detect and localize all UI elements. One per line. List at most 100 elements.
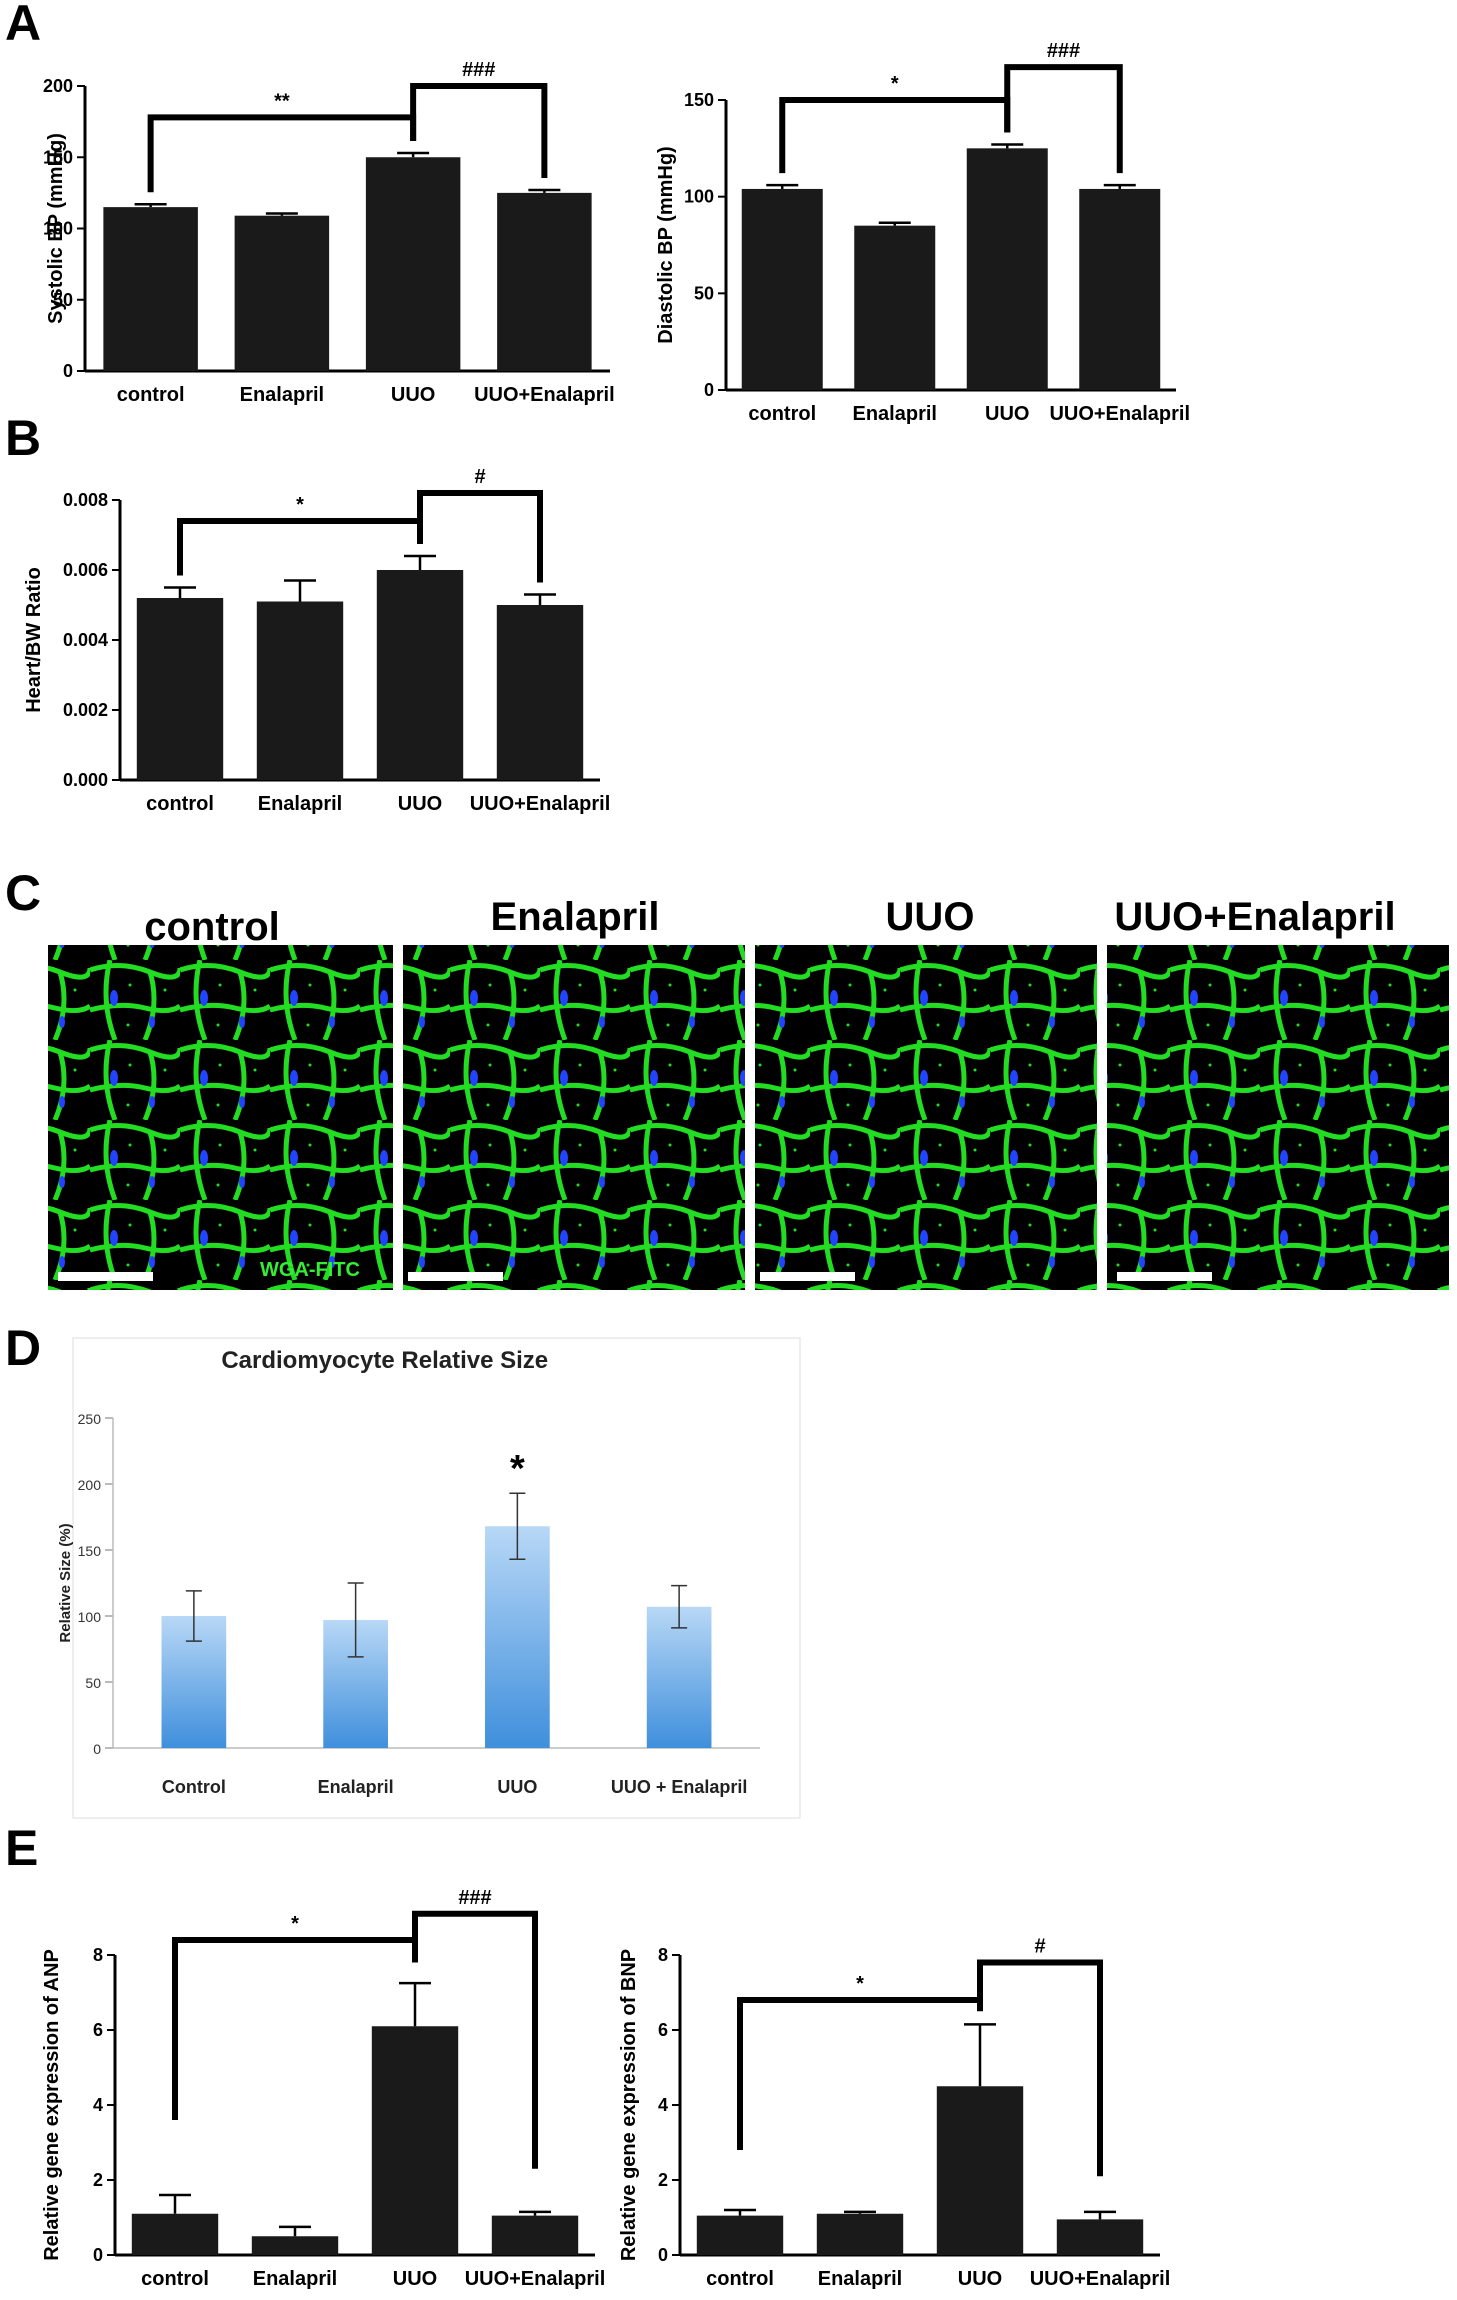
chart-anp-expression: 0 2 4 6 8 Relative gene expression of ANP cont… bbox=[41, 1887, 605, 2290]
category-label: control bbox=[706, 2268, 774, 2290]
category-label: UUO bbox=[398, 793, 442, 815]
significance-bracket bbox=[177, 518, 423, 576]
micrograph-image-control bbox=[48, 945, 393, 1290]
y-axis-label: Relative Size (%) bbox=[57, 1523, 74, 1642]
bar bbox=[741, 188, 823, 390]
category-label: UUO+Enalapril bbox=[474, 384, 615, 406]
y-tick-label: 150 bbox=[684, 90, 714, 110]
category-label: Control bbox=[162, 1777, 226, 1797]
y-tick-label: 8 bbox=[658, 1945, 668, 1965]
y-tick-label: 150 bbox=[78, 1543, 102, 1559]
category-label: Enalapril bbox=[240, 384, 324, 406]
chart-diastolic-bp: 0 50 100 150 Diastolic BP (mmHg) control Enala… bbox=[655, 40, 1190, 425]
panel-label-e: E bbox=[5, 1820, 38, 1876]
bar bbox=[234, 215, 330, 371]
category-label: UUO bbox=[985, 403, 1029, 425]
scale-bar bbox=[58, 1272, 153, 1281]
y-axis-label: Systolic BP (mmHg) bbox=[45, 133, 67, 324]
micrograph-title-uuo-enalapril: UUO+Enalapril bbox=[1114, 895, 1395, 939]
bar bbox=[376, 570, 464, 780]
significance-label: * bbox=[891, 73, 899, 95]
y-tick-label: 100 bbox=[43, 219, 73, 239]
bar bbox=[936, 2086, 1024, 2255]
panel-label-c: C bbox=[5, 865, 41, 921]
category-label: control bbox=[748, 403, 816, 425]
significance-label: ** bbox=[274, 90, 290, 112]
significance-label: ### bbox=[462, 59, 495, 81]
bar bbox=[491, 2215, 579, 2255]
significance-bracket bbox=[410, 83, 548, 179]
bar bbox=[103, 207, 198, 371]
y-tick-label: 0.008 bbox=[63, 490, 108, 510]
bar bbox=[497, 192, 592, 371]
category-label: control bbox=[141, 2268, 209, 2290]
bar bbox=[966, 148, 1048, 390]
category-label: UUO+Enalapril bbox=[465, 2268, 606, 2290]
panel-label-b: B bbox=[5, 410, 41, 466]
y-tick-label: 4 bbox=[658, 2095, 668, 2115]
bar bbox=[251, 2236, 339, 2255]
y-tick-label: 0 bbox=[63, 361, 73, 381]
y-tick-label: 2 bbox=[658, 2170, 668, 2190]
y-tick-label: 4 bbox=[93, 2095, 103, 2115]
stain-label: WGA-FITC bbox=[260, 1259, 360, 1281]
y-tick-label: 250 bbox=[78, 1411, 102, 1427]
category-label: Enalapril bbox=[318, 1777, 394, 1797]
bar bbox=[816, 2213, 904, 2255]
y-tick-label: 0.004 bbox=[63, 630, 108, 650]
panel-label-d: D bbox=[5, 1320, 41, 1376]
micrograph-image-uuo bbox=[755, 945, 1097, 1290]
chart-border bbox=[72, 1337, 801, 1819]
category-label: UUO bbox=[497, 1777, 537, 1797]
chart-title: Cardiomyocyte Relative Size bbox=[221, 1347, 548, 1374]
significance-bracket bbox=[417, 490, 543, 583]
significance-label: # bbox=[1034, 1936, 1045, 1958]
significance-label: ### bbox=[1047, 40, 1080, 62]
y-tick-label: 6 bbox=[658, 2020, 668, 2040]
y-tick-label: 100 bbox=[78, 1609, 102, 1625]
y-tick-label: 100 bbox=[684, 187, 714, 207]
y-tick-label: 0.006 bbox=[63, 560, 108, 580]
micrograph-panel: control Enalapril UUO UUO+Enalapril WGA-… bbox=[48, 895, 1449, 1290]
y-tick-label: 6 bbox=[93, 2020, 103, 2040]
category-label: Enalapril bbox=[258, 793, 342, 815]
category-label: control bbox=[117, 384, 185, 406]
y-tick-label: 0 bbox=[93, 1741, 101, 1757]
y-tick-label: 0.000 bbox=[63, 770, 108, 790]
significance-label: # bbox=[474, 466, 485, 488]
category-label: control bbox=[146, 793, 214, 815]
bar bbox=[1079, 188, 1161, 390]
scale-bar bbox=[760, 1272, 855, 1281]
micrograph-title-enalapril: Enalapril bbox=[491, 895, 660, 939]
category-label: UUO + Enalapril bbox=[611, 1777, 748, 1797]
y-tick-label: 2 bbox=[93, 2170, 103, 2190]
y-tick-label: 0 bbox=[93, 2245, 103, 2265]
category-label: UUO bbox=[391, 384, 435, 406]
category-label: UUO bbox=[393, 2268, 437, 2290]
chart-heart-bw-ratio: 0.000 0.002 0.004 0.006 0.008 Heart/BW Ratio c… bbox=[23, 466, 610, 815]
chart-systolic-bp: 0 50 100 150 200 Systolic BP (mmHg) control Ena… bbox=[43, 59, 615, 406]
bar bbox=[496, 605, 584, 780]
micrograph-title-uuo: UUO bbox=[886, 895, 975, 939]
scale-bar bbox=[1117, 1272, 1212, 1281]
category-label: Enalapril bbox=[253, 2268, 337, 2290]
bar bbox=[854, 225, 936, 390]
significance-label: ### bbox=[458, 1887, 491, 1909]
y-tick-label: 0 bbox=[704, 380, 714, 400]
panel-label-a: A bbox=[5, 0, 41, 51]
chart-cardiomyocyte-size: 0 50 100 150 200 250 Relative Size (%) Cardiomy… bbox=[57, 1337, 801, 1819]
category-label: UUO bbox=[958, 2268, 1002, 2290]
y-tick-label: 0.002 bbox=[63, 700, 108, 720]
y-axis-label: Relative gene expression of ANP bbox=[41, 1949, 63, 2261]
chart-bnp-expression: 0 2 4 6 8 Relative gene expression of BNP cont… bbox=[618, 1936, 1170, 2291]
y-tick-label: 8 bbox=[93, 1945, 103, 1965]
category-label: UUO+Enalapril bbox=[1049, 403, 1190, 425]
significance-star: * bbox=[510, 1448, 525, 1490]
micrograph-image-enalapril bbox=[403, 945, 745, 1290]
micrograph-image-uuo-enalapril bbox=[1107, 945, 1449, 1290]
y-tick-label: 50 bbox=[85, 1675, 101, 1691]
bar bbox=[365, 157, 461, 371]
micrograph-title-control: control bbox=[144, 905, 280, 949]
category-label: UUO+Enalapril bbox=[470, 793, 611, 815]
y-axis-label: Heart/BW Ratio bbox=[23, 567, 45, 713]
